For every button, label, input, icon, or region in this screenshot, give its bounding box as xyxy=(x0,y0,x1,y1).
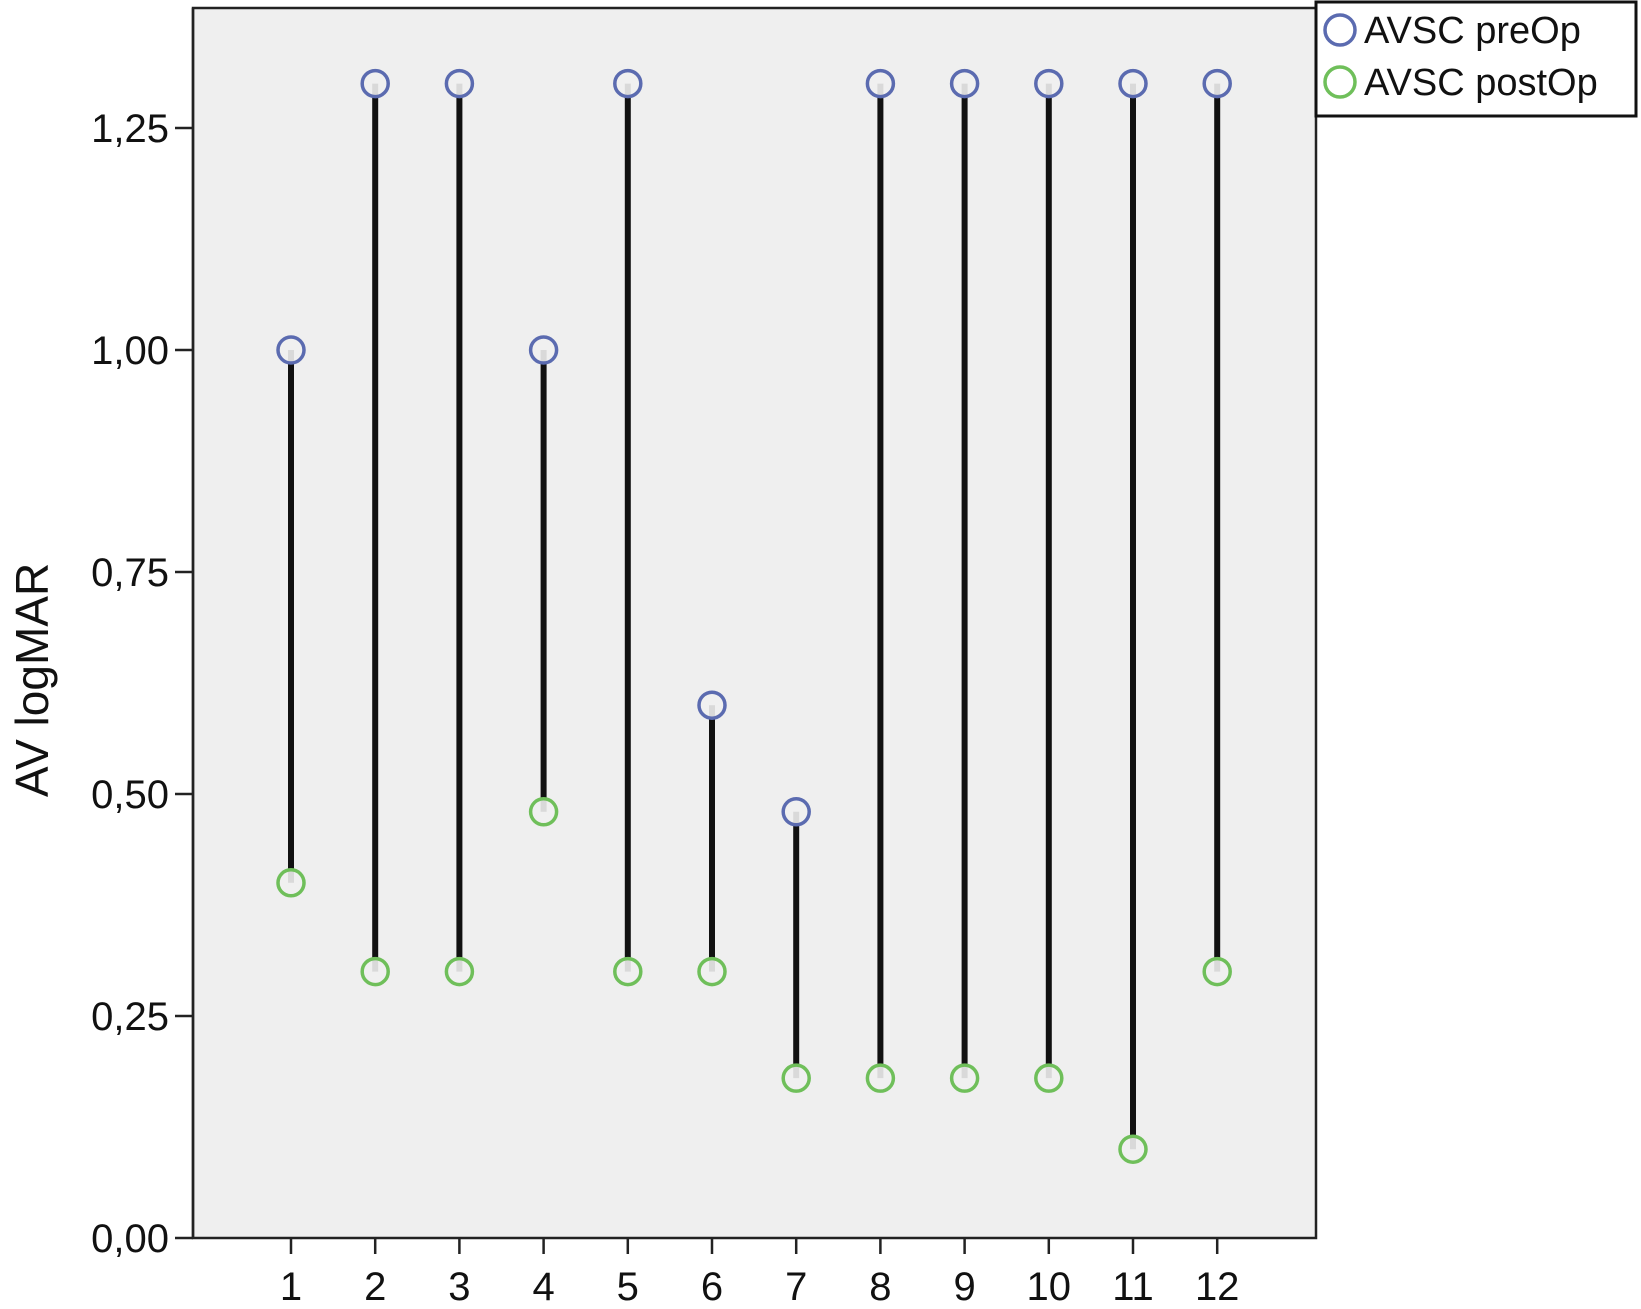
connector-lines xyxy=(288,83,1221,1150)
x-tick-label: 10 xyxy=(1027,1265,1072,1309)
axes: 0,000,250,500,751,001,251 2 3 4 5 6 7 8 9 10 11 12 xyxy=(91,8,1239,1309)
x-tick-label: 12 xyxy=(1195,1265,1240,1309)
legend: AVSC preOp AVSC postOp xyxy=(1314,0,1638,118)
preop-point xyxy=(444,68,475,99)
preop-point xyxy=(865,68,896,99)
x-tick-label: 5 xyxy=(617,1265,639,1309)
x-tick-label: 11 xyxy=(1112,1265,1154,1309)
preop-point xyxy=(360,68,390,99)
data-points xyxy=(276,68,1232,1164)
postop-point xyxy=(528,797,559,827)
preop-point xyxy=(697,690,727,720)
y-tick-label: 1,00 xyxy=(91,329,169,373)
x-tick-label: 3 xyxy=(448,1265,470,1309)
preop-point xyxy=(1118,68,1148,99)
postop-point xyxy=(949,1063,980,1093)
postop-point xyxy=(360,956,390,987)
preop-point xyxy=(1034,68,1064,99)
legend-box xyxy=(1314,0,1638,118)
x-tick-label: 9 xyxy=(953,1265,975,1309)
x-tick-label: 7 xyxy=(785,1265,807,1309)
legend-marker xyxy=(1323,13,1357,47)
postop-point xyxy=(1118,1134,1148,1164)
postop-point xyxy=(697,956,727,987)
preop-point xyxy=(949,68,980,99)
x-tick-label: 1 xyxy=(280,1265,302,1309)
preop-point xyxy=(1202,68,1232,99)
y-axis-title: AV logMAR xyxy=(6,563,58,797)
postop-point xyxy=(781,1063,811,1093)
y-tick-label: 0,00 xyxy=(91,1217,169,1261)
postop-point xyxy=(1034,1063,1064,1093)
postop-point xyxy=(1202,956,1232,987)
legend-label: AVSC preOp xyxy=(1364,10,1581,52)
postop-point xyxy=(444,956,475,987)
y-tick-label: 0,25 xyxy=(91,995,169,1039)
preop-point xyxy=(276,335,306,365)
plot-area xyxy=(191,6,1318,1240)
y-tick-label: 0,75 xyxy=(91,551,169,595)
x-tick-label: 6 xyxy=(701,1265,723,1309)
y-tick-label: 1,25 xyxy=(91,107,169,151)
y-tick-label: 0,50 xyxy=(91,773,169,817)
legend-label: AVSC postOp xyxy=(1364,62,1598,104)
postop-point xyxy=(276,868,306,898)
x-tick-label: 8 xyxy=(869,1265,891,1309)
preop-point xyxy=(781,797,811,827)
x-tick-label: 4 xyxy=(532,1265,554,1309)
postop-point xyxy=(613,956,643,987)
postop-point xyxy=(865,1063,896,1093)
preop-point xyxy=(613,68,643,99)
legend-marker xyxy=(1323,65,1357,99)
x-tick-label: 2 xyxy=(364,1265,386,1309)
preop-point xyxy=(528,335,559,365)
